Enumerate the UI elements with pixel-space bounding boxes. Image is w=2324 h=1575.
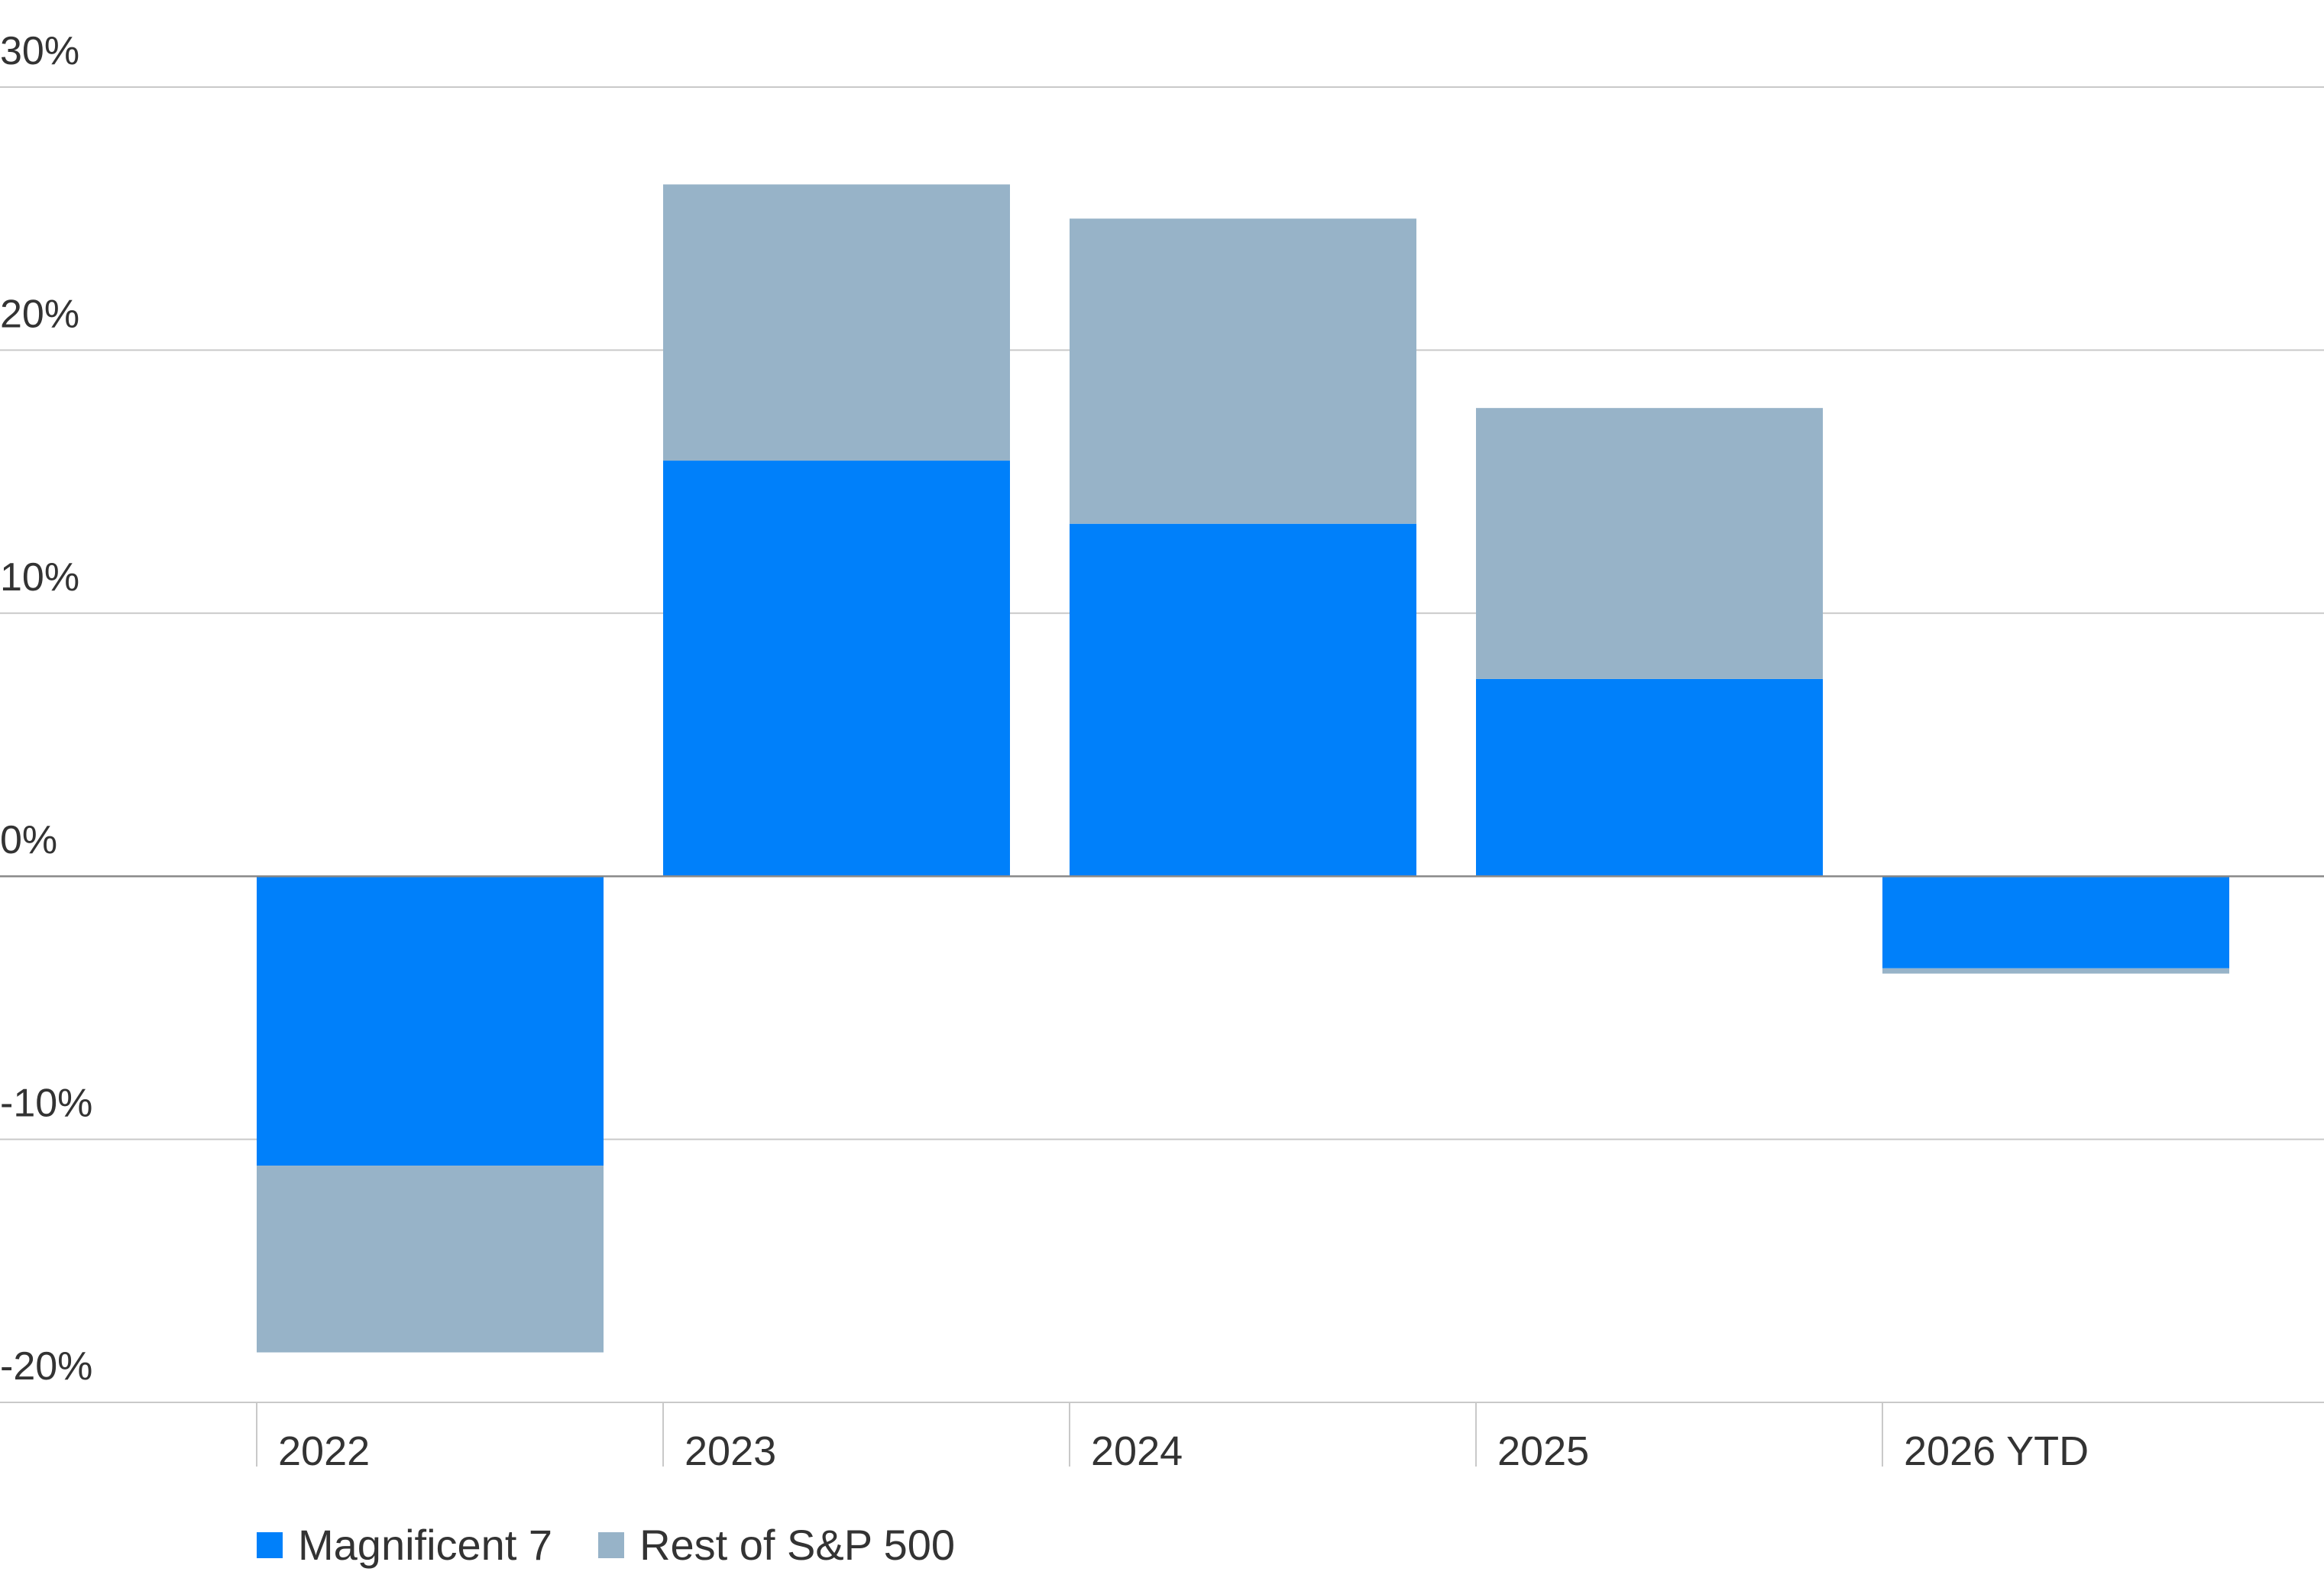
x-tick-label: 2022: [278, 1428, 370, 1474]
x-axis: 2022 2023 2024 2025 2026 YTD: [0, 1402, 2324, 1474]
bar-2025-magnificent-7: [1476, 678, 1823, 877]
bar-2026-ytd-rest-of-sp500: [1882, 968, 2229, 974]
bar-2023-magnificent-7: [663, 461, 1010, 877]
bar-2024-rest-of-sp500: [1070, 218, 1416, 524]
x-tick-label: 2025: [1497, 1428, 1589, 1474]
bars: [257, 184, 2229, 1353]
legend-label-magnificent-7: Magnificent 7: [298, 1521, 553, 1569]
legend: Magnificent 7 Rest of S&P 500: [257, 1520, 1001, 1570]
bar-2022-magnificent-7: [257, 876, 604, 1166]
bar-2025-rest-of-sp500: [1476, 408, 1823, 679]
y-tick-label: 0%: [0, 818, 57, 862]
x-tick-label: 2026 YTD: [1904, 1428, 2089, 1474]
x-tick-label: 2024: [1091, 1428, 1183, 1474]
stacked-bar-chart: 30% 20% 10% 0% -10% -20% 2022 2023 2024 2025 2026…: [0, 29, 2324, 1474]
y-axis-ticks: 30% 20% 10% 0% -10% -20%: [0, 29, 92, 1389]
legend-swatch-rest-of-sp500: [598, 1531, 625, 1558]
legend-item-magnificent-7: Magnificent 7: [257, 1520, 552, 1570]
y-tick-label: -10%: [0, 1082, 92, 1126]
y-tick-label: 20%: [0, 292, 79, 336]
x-tick-label: 2023: [685, 1428, 776, 1474]
legend-label-rest-of-sp500: Rest of S&P 500: [639, 1521, 956, 1569]
y-tick-label: 10%: [0, 555, 79, 600]
legend-swatch-magnificent-7: [257, 1531, 283, 1558]
bar-2026-ytd-magnificent-7: [1882, 876, 2229, 969]
bar-2023-rest-of-sp500: [663, 184, 1010, 461]
y-tick-label: 30%: [0, 29, 79, 73]
bar-2024-magnificent-7: [1070, 523, 1416, 877]
bar-2022-rest-of-sp500: [257, 1166, 604, 1353]
y-tick-label: -20%: [0, 1344, 92, 1389]
legend-item-rest-of-sp500: Rest of S&P 500: [598, 1520, 955, 1570]
